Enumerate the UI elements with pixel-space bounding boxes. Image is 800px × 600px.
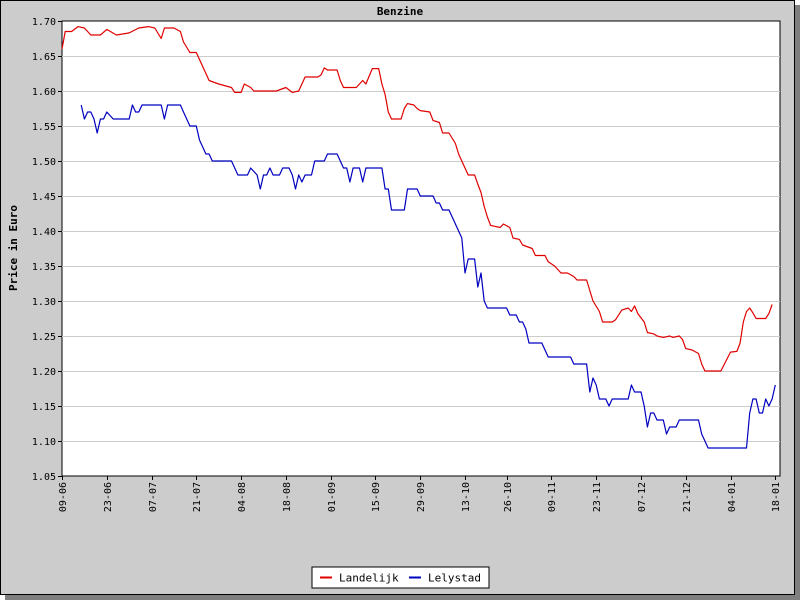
y-axis-label: Price in Euro (7, 205, 20, 291)
y-tick-label: 1.50 (32, 157, 56, 168)
y-tick-label: 1.65 (32, 52, 56, 63)
x-tick-label: 18-08 (282, 482, 293, 512)
series-line-lelystad (80, 104, 776, 449)
x-tick-label: 23-11 (592, 482, 603, 512)
x-tick-label: 13-10 (461, 482, 472, 512)
series-line-landelijk (61, 26, 773, 372)
series-layer (61, 26, 776, 449)
x-tick-label: 04-01 (727, 482, 738, 512)
y-tick-label: 1.60 (32, 87, 56, 98)
y-tick-label: 1.40 (32, 227, 56, 238)
axes: 1.05 1.10 1.15 1.20 1.25 1.30 1.35 1.40 1.45 1.50… (32, 17, 782, 512)
legend-box (311, 566, 490, 589)
legend-label-landelijk: Landelijk (339, 572, 399, 585)
x-tick-label: 09-06 (58, 482, 69, 512)
x-tick-label: 15-09 (371, 482, 382, 512)
y-tick-label: 1.70 (32, 17, 56, 28)
frame-shadow-right (795, 5, 800, 600)
y-tick-label: 1.25 (32, 332, 56, 343)
x-tick-label: 21-07 (192, 482, 203, 512)
y-tick-label: 1.10 (32, 437, 56, 448)
y-tick-label: 1.55 (32, 122, 56, 133)
x-tick-label: 21-12 (682, 482, 693, 512)
frame-shadow-bottom (5, 595, 800, 600)
y-tick-label: 1.45 (32, 192, 56, 203)
x-tick-label: 01-09 (327, 482, 338, 512)
chart-title: Benzine (377, 5, 424, 18)
x-tick-label: 29-09 (416, 482, 427, 512)
legend-label-lelystad: Lelystad (428, 572, 481, 585)
y-tick-label: 1.15 (32, 402, 56, 413)
plot-area (61, 20, 781, 477)
x-tick-label: 07-12 (637, 482, 648, 512)
x-tick-label: 26-10 (503, 482, 514, 512)
x-tick-label: 23-06 (103, 482, 114, 512)
y-tick-label: 1.05 (32, 472, 56, 483)
y-tick-label: 1.30 (32, 297, 56, 308)
x-tick-label: 09-11 (547, 482, 558, 512)
x-tick-label: 04-08 (237, 482, 248, 512)
y-tick-label: 1.20 (32, 367, 56, 378)
y-tick-label: 1.35 (32, 262, 56, 273)
x-tick-label: 18-01 (771, 482, 782, 512)
legend: Landelijk Lelystad (311, 566, 490, 589)
x-tick-label: 07-07 (148, 482, 159, 512)
